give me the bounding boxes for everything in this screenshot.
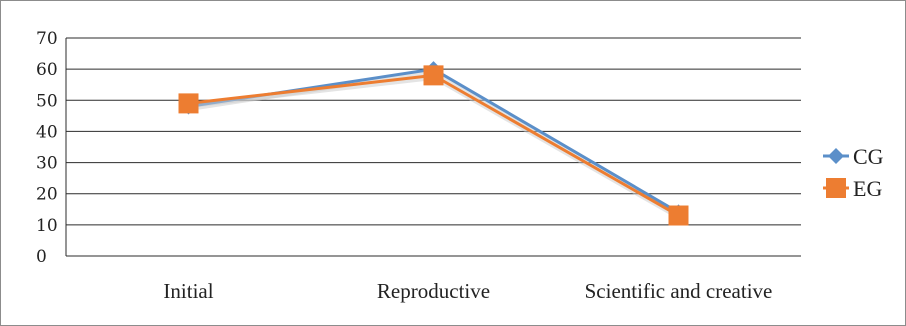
marker-EG-2 <box>668 205 689 226</box>
legend-label-CG: CG <box>853 144 884 169</box>
legend-label-EG: EG <box>853 176 882 201</box>
x-tick-label-0: Initial <box>163 279 213 303</box>
marker-EG-0 <box>178 93 199 114</box>
legend: CG EG <box>823 144 884 201</box>
series-shadow-CG <box>189 68 681 217</box>
y-tick-label-10: 10 <box>36 216 58 236</box>
legend-marker-CG <box>828 148 844 164</box>
y-tick-label-20: 20 <box>36 185 58 205</box>
y-axis-ticks: 0 10 20 30 40 50 60 70 <box>36 29 58 267</box>
legend-marker-EG <box>826 178 846 198</box>
series-line-CG <box>188 67 680 214</box>
x-axis-ticks: Initial Reproductive Scientific and creati… <box>163 279 772 303</box>
y-tick-label-40: 40 <box>36 122 58 142</box>
series-group <box>178 61 689 226</box>
x-tick-label-2: Scientific and creative <box>585 279 773 303</box>
y-tick-label-30: 30 <box>36 154 58 174</box>
y-tick-label-70: 70 <box>36 29 58 49</box>
series-shadow-EG <box>189 74 681 220</box>
series-line-EG <box>188 73 680 217</box>
x-tick-label-1: Reproductive <box>377 279 490 303</box>
marker-EG-1 <box>423 65 444 86</box>
y-tick-label-50: 50 <box>36 91 58 111</box>
y-tick-label-60: 60 <box>36 60 58 80</box>
y-tick-label-0: 0 <box>36 247 47 267</box>
